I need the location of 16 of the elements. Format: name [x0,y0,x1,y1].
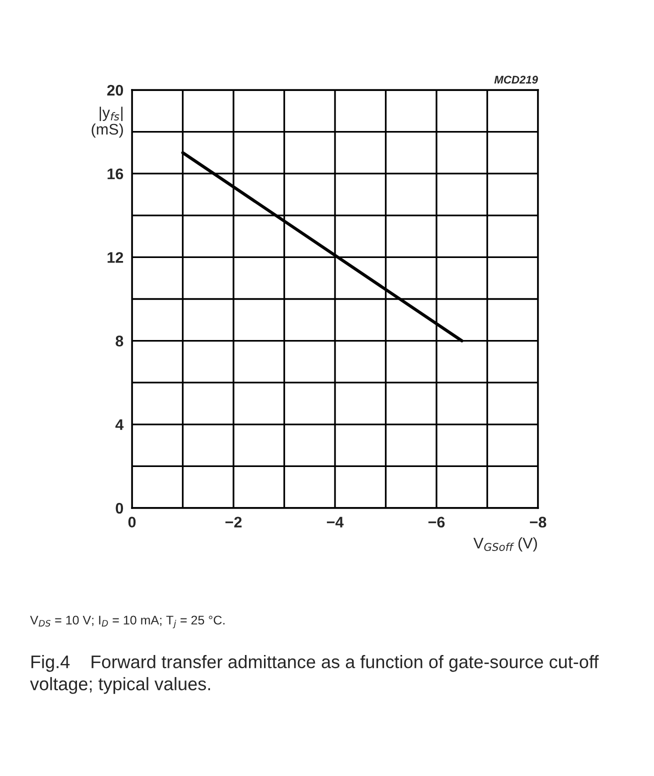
x-tick-label: −6 [428,516,445,528]
y-tick-label: 12 [108,252,124,263]
text: Fig.4 Forward transfer admittance as a function of gate-source cut-off voltage; typical values. [30,655,599,694]
y-axis-title: |y$_{fs}$| (mS) [92,106,123,138]
x-tick-label: −4 [326,516,344,528]
x-tick-label: −2 [225,516,242,528]
x-tick-label: −8 [530,516,546,528]
text: MCD219 [494,76,538,84]
y-tick-label: 20 [107,84,124,96]
y-tick-label: 0 [116,502,124,514]
text: V$_{DS}$ = 10 V; I$_{D}$ = 10 mA; T$_{j}$ = 25 °C. [30,616,224,628]
y-tick-label: 4 [115,419,124,430]
y-tick-label: 8 [116,336,124,346]
x-axis-title: V$_{GSoff}$ (V) [473,537,537,552]
y-tick-label: 16 [108,168,124,180]
x-tick-label: 0 [128,516,136,528]
